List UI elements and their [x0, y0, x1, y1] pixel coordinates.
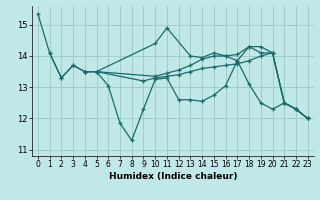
X-axis label: Humidex (Indice chaleur): Humidex (Indice chaleur) [108, 172, 237, 181]
